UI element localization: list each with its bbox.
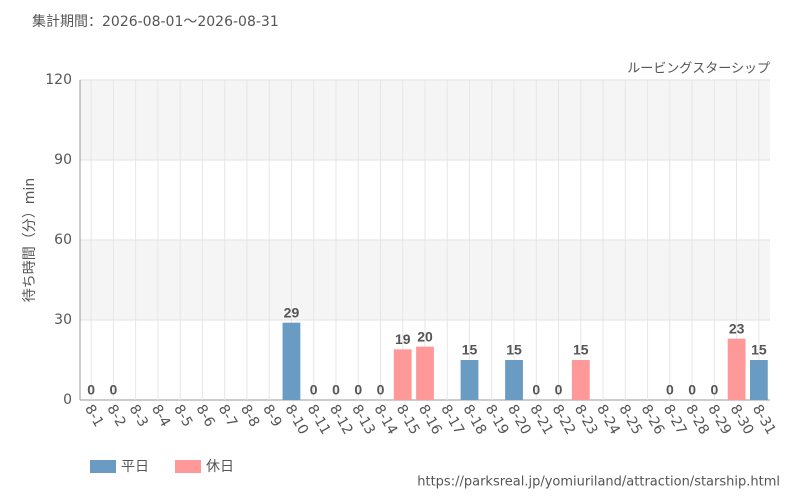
value-label: 0 <box>354 382 362 398</box>
value-label: 15 <box>573 342 589 358</box>
legend-label: 平日 <box>121 459 149 475</box>
value-label: 0 <box>710 382 718 398</box>
x-tick-label: 8-7 <box>215 402 240 430</box>
bar <box>282 322 301 400</box>
x-tick-label: 8-31 <box>749 402 779 438</box>
bar <box>727 338 746 400</box>
value-label: 15 <box>462 342 478 358</box>
chart-title: 集計期間：2026-08-01～2026-08-31 <box>32 13 279 30</box>
x-tick-label: 8-1 <box>81 402 106 430</box>
value-label: 23 <box>729 320 745 336</box>
bar <box>749 360 768 400</box>
x-tick-label: 8-4 <box>148 402 173 430</box>
legend-swatch <box>90 460 116 473</box>
value-label: 0 <box>666 382 674 398</box>
x-tick-label: 8-6 <box>192 402 217 430</box>
value-label: 0 <box>555 382 563 398</box>
value-label: 0 <box>532 382 540 398</box>
source: https://parksreal.jp/yomiuriland/attract… <box>417 475 780 490</box>
value-label: 19 <box>395 331 411 347</box>
value-label: 29 <box>284 304 300 320</box>
y-tick-label: 120 <box>45 72 72 88</box>
value-label: 0 <box>688 382 696 398</box>
x-tick-label: 8-3 <box>126 402 151 430</box>
y-tick-label: 30 <box>54 312 72 328</box>
bar <box>416 346 434 400</box>
x-tick-label: 8-2 <box>103 402 128 430</box>
y-tick-label: 60 <box>54 232 72 248</box>
value-label: 0 <box>377 382 385 398</box>
chart-subtitle: ルービングスターシップ <box>627 62 770 77</box>
legend-label: 休日 <box>206 459 234 475</box>
bar <box>571 360 590 400</box>
value-label: 0 <box>87 382 95 398</box>
value-label: 15 <box>751 342 767 358</box>
value-label: 20 <box>417 328 433 344</box>
bar <box>393 349 412 400</box>
x-tick-label: 8-5 <box>170 402 195 430</box>
y-tick-label: 90 <box>54 152 72 168</box>
value-label: 15 <box>506 342 522 358</box>
legend-swatch <box>175 460 201 473</box>
bar <box>460 360 479 400</box>
x-tick-label: 8-9 <box>259 402 284 430</box>
value-label: 0 <box>310 382 318 398</box>
value-label: 0 <box>332 382 340 398</box>
bar <box>505 360 523 400</box>
y-axis-label: 待ち時間（分）min <box>22 178 38 302</box>
x-tick-label: 8-8 <box>237 402 262 430</box>
value-label: 0 <box>109 382 117 398</box>
y-tick-label: 0 <box>63 392 72 408</box>
